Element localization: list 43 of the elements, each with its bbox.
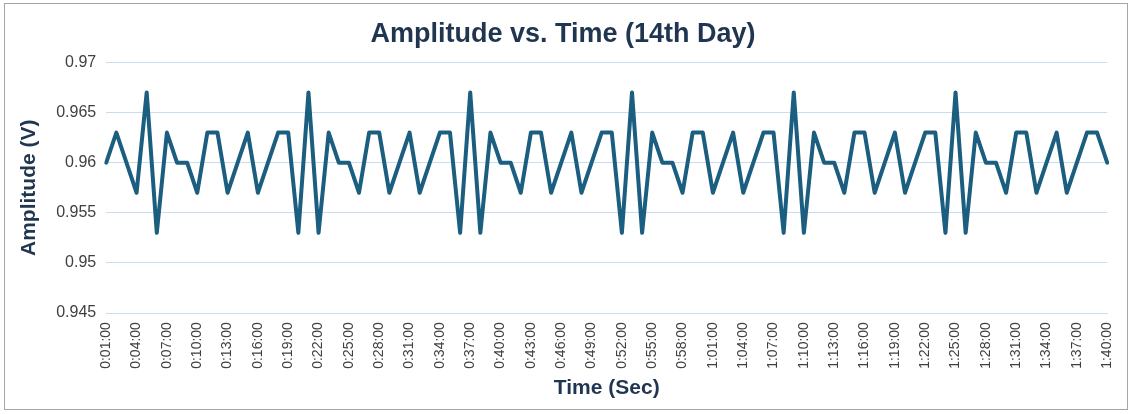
x-tick-label: 0:40:00 — [491, 321, 508, 369]
x-tick-label: 0:04:00 — [127, 321, 144, 369]
x-tick-label: 1:04:00 — [734, 321, 751, 369]
x-tick-label: 1:10:00 — [794, 321, 811, 369]
x-tick-label: 1:25:00 — [946, 321, 963, 369]
x-tick-label: 0:37:00 — [461, 321, 478, 369]
x-tick-label: 1:40:00 — [1098, 321, 1115, 369]
x-tick-label: 1:28:00 — [976, 321, 993, 369]
y-tick-label: 0.955 — [56, 203, 97, 221]
chart-title: Amplitude vs. Time (14th Day) — [370, 17, 756, 48]
x-tick-label: 0:34:00 — [430, 321, 447, 369]
y-tick-label: 0.945 — [56, 303, 97, 321]
x-tick-label: 1:13:00 — [825, 321, 842, 369]
x-tick-label: 1:37:00 — [1067, 321, 1084, 369]
x-tick-label: 1:01:00 — [703, 321, 720, 369]
x-tick-label: 0:52:00 — [612, 321, 629, 369]
x-tick-label: 0:16:00 — [248, 321, 265, 369]
x-tick-label: 0:25:00 — [339, 321, 356, 369]
y-tick-label: 0.95 — [65, 253, 97, 271]
x-tick-label: 1:19:00 — [885, 321, 902, 369]
x-tick-label: 0:07:00 — [157, 321, 174, 369]
x-tick-label: 0:43:00 — [521, 321, 538, 369]
x-tick-label: 0:55:00 — [643, 321, 660, 369]
y-axis-title: Amplitude (V) — [16, 119, 40, 256]
x-tick-label: 1:31:00 — [1007, 321, 1024, 369]
y-tick-label: 0.965 — [56, 102, 97, 120]
x-tick-label: 0:19:00 — [279, 321, 296, 369]
x-tick-label: 0:46:00 — [552, 321, 569, 369]
x-tick-label: 0:58:00 — [673, 321, 690, 369]
x-axis-title: Time (Sec) — [553, 375, 660, 399]
x-tick-label: 0:13:00 — [218, 321, 235, 369]
x-tick-label: 0:31:00 — [400, 321, 417, 369]
x-tick-label: 0:49:00 — [582, 321, 599, 369]
x-tick-label: 1:22:00 — [916, 321, 933, 369]
x-tick-label: 0:01:00 — [97, 321, 114, 369]
x-tick-label: 1:34:00 — [1037, 321, 1054, 369]
x-tick-label: 1:16:00 — [855, 321, 872, 369]
y-tick-label: 0.97 — [65, 52, 97, 70]
x-tick-label: 0:22:00 — [309, 321, 326, 369]
x-tick-label: 1:07:00 — [764, 321, 781, 369]
y-tick-label: 0.96 — [65, 153, 97, 171]
x-tick-label: 0:28:00 — [370, 321, 387, 369]
x-tick-label: 0:10:00 — [188, 321, 205, 369]
